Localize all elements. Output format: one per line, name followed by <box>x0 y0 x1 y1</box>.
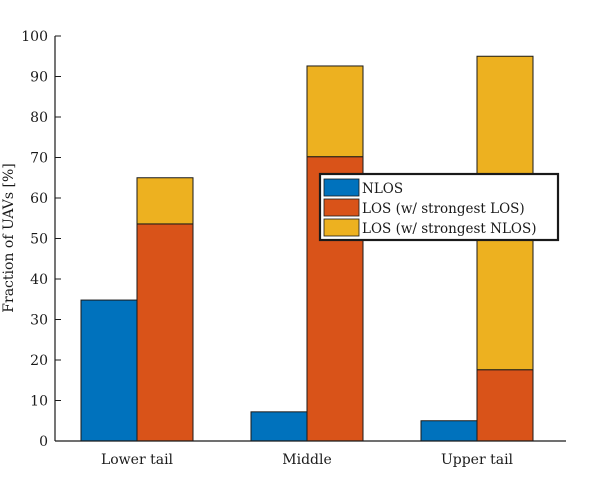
y-tick-label: 40 <box>30 272 48 288</box>
bar-nlos-series0-2 <box>420 420 478 442</box>
y-tick-label: 60 <box>30 191 48 207</box>
bar-nlos-series0-1 <box>250 411 308 442</box>
y-tick-label: 100 <box>21 29 48 45</box>
bar-los-series2-1 <box>306 65 364 158</box>
legend-label: NLOS <box>362 181 403 197</box>
bar-los-series1-0 <box>136 223 194 442</box>
bars-layer <box>80 55 534 442</box>
legend-box <box>318 172 560 242</box>
legend-swatch <box>323 178 360 197</box>
y-axis-label: Fraction of UAVs [%] <box>1 163 17 312</box>
y-tick-label: 30 <box>30 313 48 329</box>
axes-layer: 0 10 20 30 40 50 60 70 80 90 100 Lower tail Middle Up… <box>21 29 566 468</box>
legend-swatch <box>323 218 360 237</box>
legend-label: LOS (w/ strongest LOS) <box>362 201 525 217</box>
y-tick-label: 80 <box>30 110 48 126</box>
x-tick-label: Lower tail <box>101 452 174 468</box>
legend: NLOS LOS (w/ strongest LOS) LOS (w/ strong… <box>318 172 560 242</box>
x-tick-label: Upper tail <box>441 452 514 468</box>
y-tick-label: 0 <box>39 434 48 450</box>
y-tick-label: 90 <box>30 70 48 86</box>
bar-los-series1-2 <box>476 369 534 442</box>
bar-los-series2-0 <box>136 177 194 225</box>
x-tick-label: Middle <box>282 452 332 468</box>
legend-swatch <box>323 198 360 217</box>
y-tick-label: 70 <box>30 151 48 167</box>
bar-nlos-series0-0 <box>80 299 138 442</box>
y-tick-label: 10 <box>30 394 48 410</box>
legend-label: LOS (w/ strongest NLOS) <box>362 221 537 237</box>
y-tick-label: 50 <box>30 232 48 248</box>
y-tick-label: 20 <box>30 353 48 369</box>
